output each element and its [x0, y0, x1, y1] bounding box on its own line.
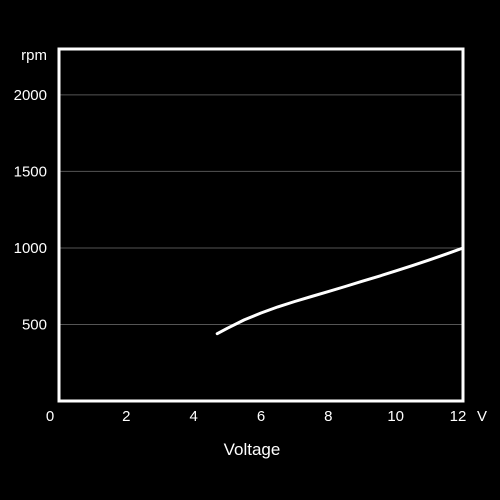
x-tick-label: 12	[450, 408, 467, 425]
x-tick-label: 4	[189, 408, 197, 425]
x-tick-label: 2	[122, 408, 130, 425]
y-tick-label: 1000	[14, 240, 47, 257]
y-axis-unit: rpm	[21, 47, 47, 64]
x-tick-label: 8	[324, 408, 332, 425]
x-tick-label: 0	[46, 408, 54, 425]
series-layer	[215, 246, 465, 336]
plot-frame	[57, 47, 465, 403]
y-tick-label: 2000	[14, 87, 47, 104]
y-tick-label: 500	[22, 316, 47, 333]
x-tick-label: 10	[387, 408, 404, 425]
x-axis-unit: V	[477, 408, 487, 425]
series-line	[215, 246, 465, 336]
x-tick-label: 6	[257, 408, 265, 425]
x-axis-title: Voltage	[224, 440, 281, 459]
tick-layer: 500 1000 1500 2000 0 2 4 6 8 10 12	[14, 87, 467, 425]
grid-layer	[59, 94, 463, 325]
y-tick-label: 1500	[14, 163, 47, 180]
